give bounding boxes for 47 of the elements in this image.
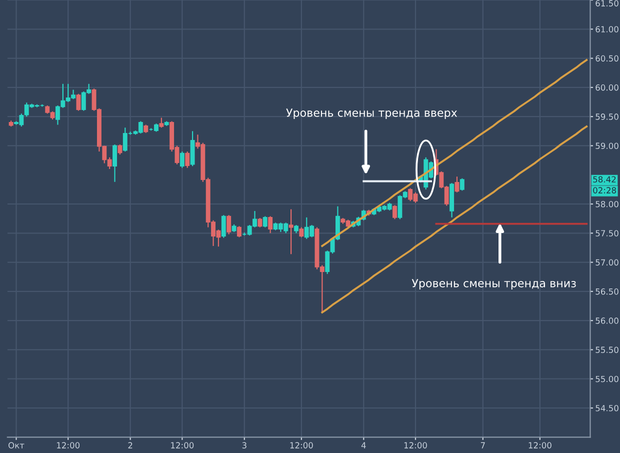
candlestick: [112, 144, 118, 182]
y-tick-label: 55.50: [596, 346, 618, 353]
x-tick-label: 12:00: [290, 442, 313, 448]
x-tick-label: 7: [480, 442, 485, 448]
candlestick: [226, 214, 232, 235]
y-tick-label: 57.00: [596, 259, 618, 266]
y-tick-label: 55.00: [596, 376, 618, 382]
y-tick-label: 59.00: [596, 142, 618, 149]
y-tick-label: 60.50: [596, 55, 618, 62]
text: 58.42: [593, 176, 616, 183]
candlestick: [392, 204, 397, 220]
candlestick: [288, 208, 294, 255]
x-tick-label: 12:00: [528, 442, 552, 448]
y-tick-label: 54.50: [596, 404, 618, 412]
annotation: Уровень смены тренда вниз: [412, 279, 576, 290]
candlestick: [262, 216, 268, 228]
candlestick: [258, 217, 262, 228]
y-tick-label: 56.50: [596, 288, 618, 295]
x-tick-label: Окт: [8, 442, 24, 448]
candlestick: [454, 176, 460, 193]
x-tick-label: 3: [242, 442, 246, 448]
candlestick: [76, 93, 81, 112]
candlestick: [299, 226, 304, 238]
candlestick: [268, 216, 273, 234]
candlestick: [180, 150, 184, 168]
x-tick-label: 4: [361, 442, 366, 448]
x-tick-label: 12:00: [404, 442, 427, 448]
y-tick-label: 56.00: [596, 318, 618, 324]
y-tick-label: 61.50: [596, 0, 618, 6]
text: 02:28: [593, 187, 616, 194]
y-tick-label: 58.00: [596, 200, 618, 208]
y-tick-label: 60.00: [596, 84, 618, 91]
candlestick: [236, 226, 242, 238]
y-tick-label: 57.50: [596, 230, 618, 236]
x-tick-label: 12:00: [171, 442, 194, 448]
y-tick-label: 59.50: [596, 114, 618, 120]
x-tick-label: 12:00: [57, 442, 80, 448]
annotation: Уровень смены тренда вверх: [286, 108, 458, 120]
x-tick-label: 2: [128, 442, 132, 448]
line-series: [321, 126, 588, 314]
candlestick: [221, 214, 226, 238]
y-tick-label: 61.00: [596, 26, 618, 32]
candlestick: [185, 150, 190, 168]
candlestick: [159, 117, 164, 128]
candlestick: [118, 144, 122, 156]
candlestick: [460, 178, 464, 192]
candlestick: [190, 130, 195, 167]
